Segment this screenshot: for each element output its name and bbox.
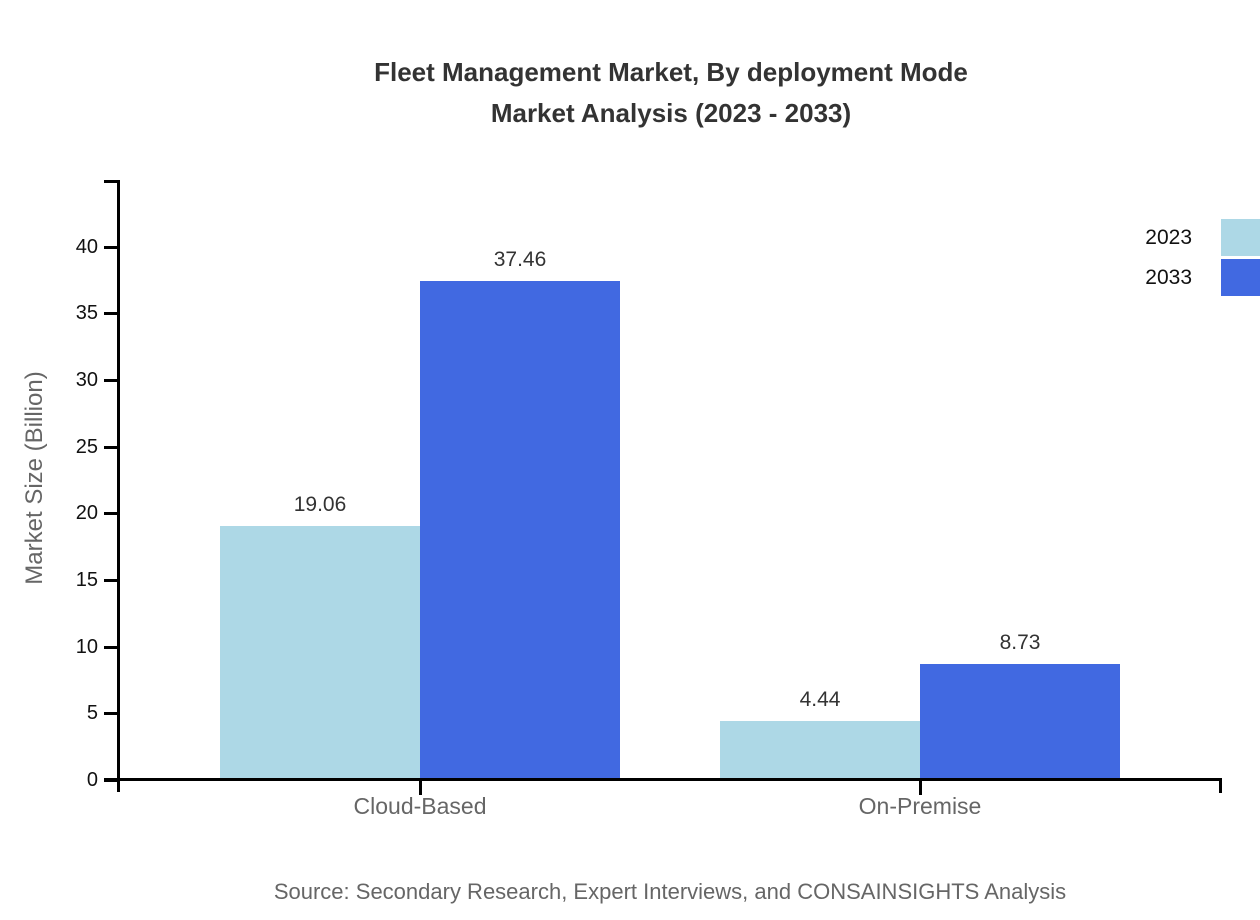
x-category-label-cloud-based: Cloud-Based bbox=[353, 793, 487, 819]
x-axis-right-cap bbox=[1219, 778, 1222, 793]
y-tick-label-5: 5 bbox=[86, 702, 98, 724]
y-tick-label-20: 20 bbox=[75, 502, 98, 524]
y-tick-40 bbox=[104, 246, 120, 249]
y-tick-label-10: 10 bbox=[75, 636, 98, 658]
legend-label-2023: 2023 bbox=[1145, 225, 1192, 249]
y-tick-label-0: 0 bbox=[86, 769, 98, 791]
legend-row-2023: 2023 bbox=[1138, 219, 1260, 256]
y-tick-30 bbox=[104, 379, 120, 382]
y-tick-label-25: 25 bbox=[75, 436, 98, 458]
y-axis-top-cap bbox=[104, 180, 120, 183]
value-label-cloud-based-2033: 37.46 bbox=[493, 248, 547, 271]
bar-on-premise-2023 bbox=[720, 721, 920, 780]
y-tick-label-40: 40 bbox=[75, 236, 98, 258]
y-tick-20 bbox=[104, 512, 120, 515]
value-label-on-premise-2033: 8.73 bbox=[999, 631, 1041, 654]
x-axis-line bbox=[104, 778, 1222, 781]
x-category-label-on-premise: On-Premise bbox=[858, 793, 982, 819]
source-note: Source: Secondary Research, Expert Inter… bbox=[273, 879, 1067, 904]
x-tick-cloud-based bbox=[419, 780, 422, 795]
legend: 2023 2033 bbox=[1138, 219, 1260, 299]
bar-on-premise-2033 bbox=[920, 664, 1120, 780]
y-tick-10 bbox=[104, 646, 120, 649]
legend-swatch-2033 bbox=[1221, 259, 1260, 296]
legend-swatch-2023 bbox=[1221, 219, 1260, 256]
y-tick-35 bbox=[104, 312, 120, 315]
bar-cloud-based-2033 bbox=[420, 281, 620, 780]
chart-title-line1: Fleet Management Market, By deployment M… bbox=[374, 57, 968, 87]
value-label-cloud-based-2023: 19.06 bbox=[293, 493, 347, 516]
y-tick-label-15: 15 bbox=[75, 569, 98, 591]
x-tick-on-premise bbox=[919, 780, 922, 795]
y-tick-5 bbox=[104, 712, 120, 715]
y-tick-25 bbox=[104, 446, 120, 449]
chart-title: Fleet Management Market, By deployment M… bbox=[374, 52, 968, 134]
value-label-on-premise-2023: 4.44 bbox=[799, 688, 841, 711]
y-axis-line bbox=[117, 180, 120, 792]
bar-cloud-based-2023 bbox=[220, 526, 420, 780]
y-tick-label-30: 30 bbox=[75, 369, 98, 391]
y-tick-label-35: 35 bbox=[75, 302, 98, 324]
legend-row-2033: 2033 bbox=[1138, 259, 1260, 296]
legend-label-2033: 2033 bbox=[1145, 265, 1192, 289]
chart-title-line2: Market Analysis (2023 - 2033) bbox=[490, 98, 852, 128]
y-tick-15 bbox=[104, 579, 120, 582]
